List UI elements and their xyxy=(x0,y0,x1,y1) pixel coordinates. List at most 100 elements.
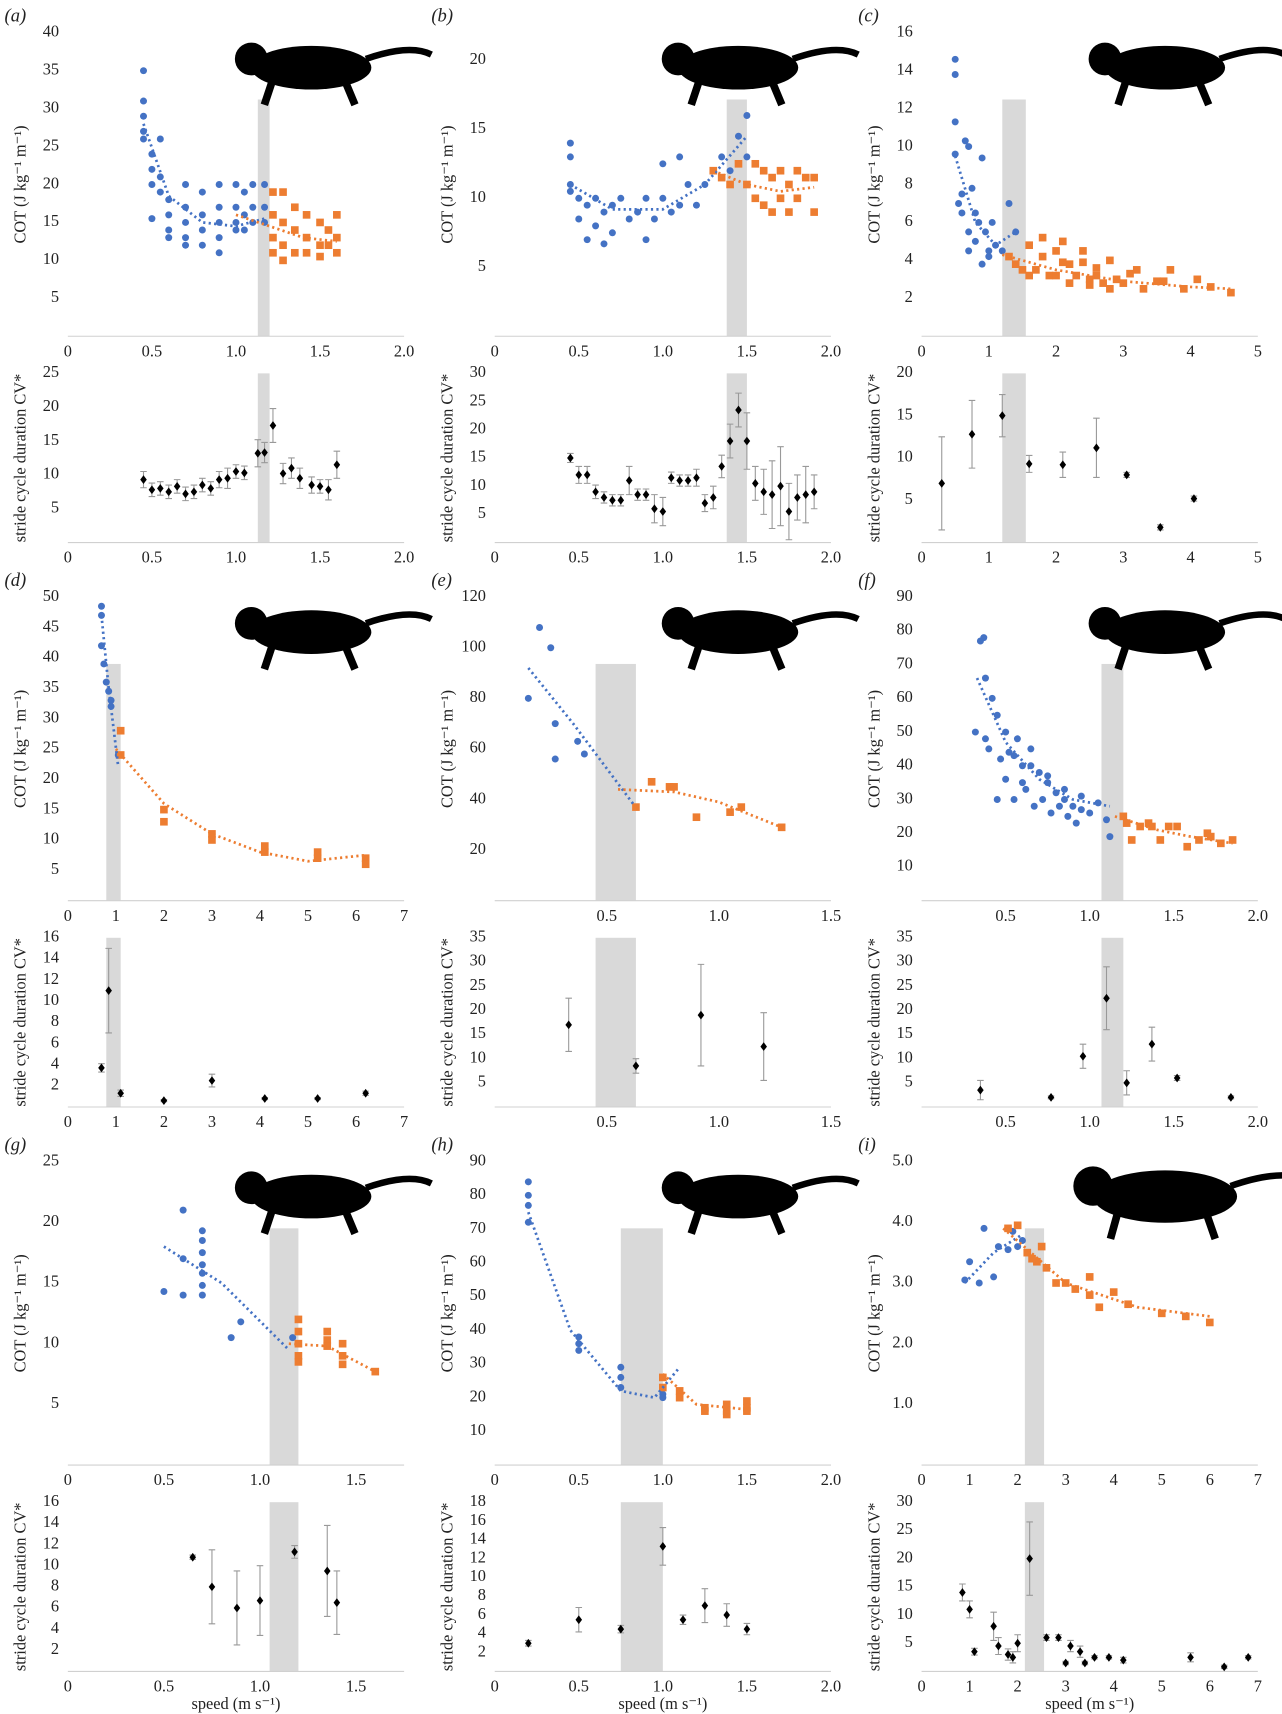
data-point xyxy=(952,71,959,78)
y-tick-label: 80 xyxy=(896,620,912,639)
transition-band xyxy=(621,1228,663,1465)
data-point xyxy=(938,479,945,488)
y-tick-label: 5 xyxy=(51,497,59,516)
page: 00.51.01.52.0510152025303540COT (J kg⁻¹ … xyxy=(0,0,1282,1714)
x-tick-label: 0 xyxy=(917,548,925,567)
data-point xyxy=(777,194,785,202)
y-tick-label: 2.0 xyxy=(892,1332,912,1351)
data-point xyxy=(693,813,701,821)
data-point xyxy=(785,208,793,216)
data-point xyxy=(584,236,591,243)
y-tick-label: 10 xyxy=(470,187,486,206)
data-point xyxy=(1039,796,1046,803)
data-point xyxy=(701,1407,709,1415)
y-tick-label: 2 xyxy=(51,1639,59,1658)
silhouette-tail xyxy=(1220,614,1282,623)
x-tick-label: 0 xyxy=(64,1112,72,1131)
data-point xyxy=(333,249,341,257)
data-point xyxy=(199,1237,206,1244)
x-tick-label: 1 xyxy=(966,1677,974,1696)
y-tick-label: 25 xyxy=(896,1519,912,1538)
y-tick-label: 25 xyxy=(470,390,486,409)
y-axis-label: COT (J kg⁻¹ m⁻¹) xyxy=(438,1254,457,1372)
animal-silhouette xyxy=(662,1171,859,1233)
data-point xyxy=(261,204,268,211)
data-point xyxy=(979,154,986,161)
data-point xyxy=(1048,809,1055,816)
data-point xyxy=(216,249,223,256)
data-point xyxy=(182,219,189,226)
data-point xyxy=(295,1358,303,1366)
silhouette-head xyxy=(662,43,695,76)
data-point xyxy=(1106,285,1114,293)
data-point xyxy=(592,222,599,229)
data-point xyxy=(1106,833,1113,840)
panel-label: (c) xyxy=(858,6,879,27)
y-tick-label: 14 xyxy=(896,59,912,78)
y-tick-label: 40 xyxy=(43,647,59,666)
data-point xyxy=(228,1334,235,1341)
data-point xyxy=(575,1615,582,1624)
panel-label: (i) xyxy=(858,1135,876,1156)
data-point xyxy=(958,209,965,216)
data-point xyxy=(182,489,189,498)
y-tick-label: 40 xyxy=(470,788,486,807)
data-point xyxy=(609,496,616,505)
y-tick-label: 20 xyxy=(43,1211,59,1230)
x-tick-label: 1.0 xyxy=(250,1677,270,1696)
data-point xyxy=(1095,1303,1103,1311)
x-tick-label: 2.0 xyxy=(1248,1112,1268,1131)
y-axis-label: stride cycle duration CV* xyxy=(864,374,883,543)
data-point xyxy=(208,836,216,844)
data-point xyxy=(972,729,979,736)
data-point xyxy=(279,219,287,227)
x-tick-label: 5 xyxy=(1254,548,1262,567)
x-tick-label: 1 xyxy=(985,548,993,567)
data-point xyxy=(317,482,324,491)
silhouette-tail xyxy=(793,614,859,623)
data-point xyxy=(148,166,155,173)
y-tick-label: 15 xyxy=(43,430,59,449)
data-point xyxy=(1093,264,1101,272)
x-tick-label: 1.5 xyxy=(1164,906,1184,925)
x-tick-label: 1.0 xyxy=(653,341,673,360)
y-tick-label: 60 xyxy=(470,1252,486,1271)
data-point xyxy=(1072,272,1080,280)
data-point xyxy=(117,727,125,735)
data-point xyxy=(1066,279,1074,287)
data-point xyxy=(140,475,147,484)
y-tick-label: 15 xyxy=(470,447,486,466)
y-tick-label: 50 xyxy=(896,721,912,740)
x-tick-label: 3 xyxy=(1062,1470,1070,1489)
data-point xyxy=(643,490,650,499)
x-tick-label: 1.5 xyxy=(737,1470,757,1489)
y-tick-label: 10 xyxy=(43,990,59,1009)
data-point xyxy=(1046,272,1054,280)
data-point xyxy=(140,113,147,120)
x-tick-label: 0 xyxy=(64,341,72,360)
data-point xyxy=(1044,772,1051,779)
data-point xyxy=(249,204,256,211)
data-point xyxy=(794,194,802,202)
data-point xyxy=(726,808,734,816)
data-point xyxy=(1080,1052,1087,1061)
data-point xyxy=(280,469,287,478)
data-point xyxy=(325,226,333,234)
x-tick-label: 5 xyxy=(1254,341,1262,360)
y-tick-label: 5 xyxy=(478,1072,486,1091)
trend-line xyxy=(116,749,366,861)
data-point xyxy=(651,504,658,513)
data-point xyxy=(752,479,759,488)
y-tick-label: 35 xyxy=(470,927,486,946)
data-point xyxy=(648,778,656,786)
panel-label: (b) xyxy=(431,6,453,27)
data-point xyxy=(525,1202,532,1209)
data-point xyxy=(976,1279,983,1286)
y-tick-label: 18 xyxy=(470,1491,486,1510)
data-point xyxy=(727,167,734,174)
y-tick-label: 35 xyxy=(43,677,59,696)
x-tick-label: 0 xyxy=(491,1470,499,1489)
y-axis-label: COT (J kg⁻¹ m⁻¹) xyxy=(864,690,883,808)
data-point xyxy=(288,464,295,473)
data-point xyxy=(1086,1273,1094,1281)
